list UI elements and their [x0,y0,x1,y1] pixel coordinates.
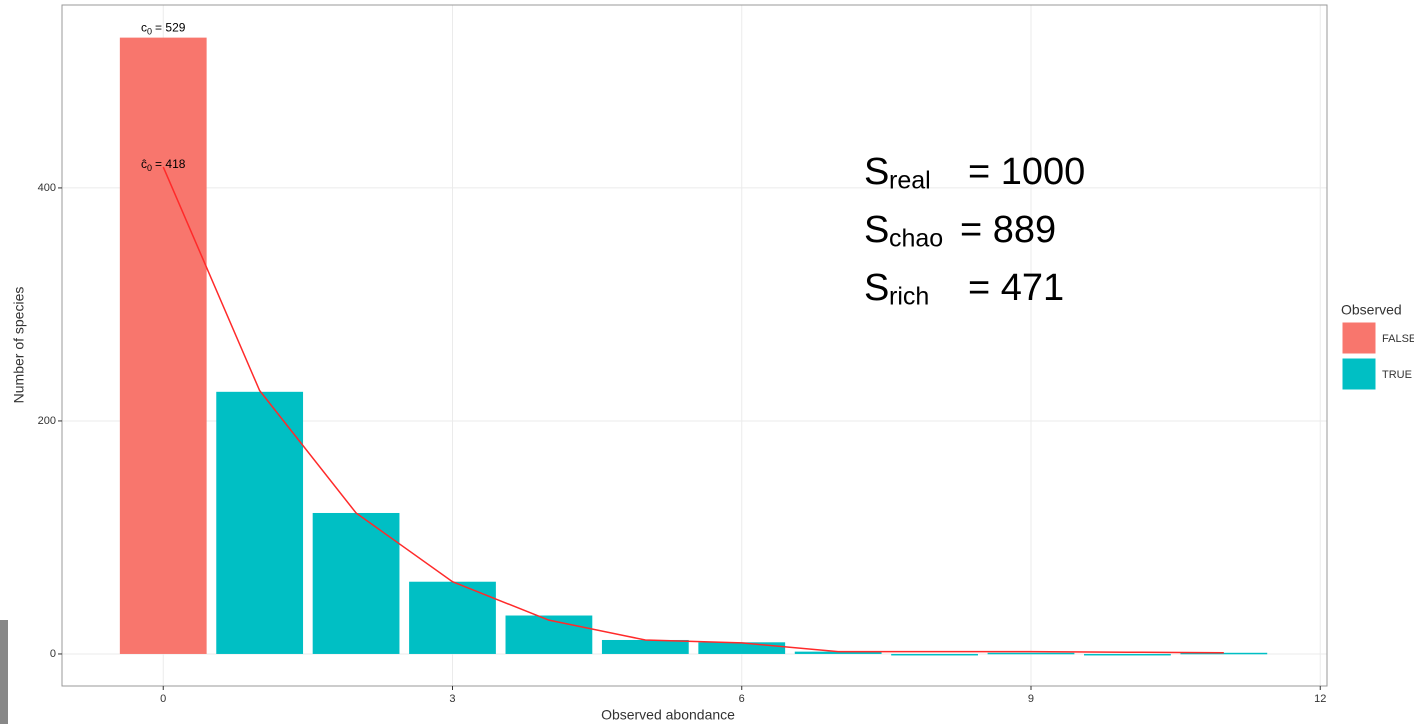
stat-base: S [864,151,889,193]
legend-key [1341,321,1377,355]
x-tick-label: 6 [739,693,745,705]
y-tick-label: 200 [38,415,56,427]
y-tick-label: 400 [38,182,56,194]
stat-base: S [864,267,889,309]
legend-key [1341,357,1377,391]
x-tick-label: 9 [1028,693,1034,705]
annotation: c0 = 529 [141,21,186,37]
annotation-sub: 0 [147,27,152,37]
y-axis-label: Number of species [11,287,27,404]
stat-sub: real [889,167,931,195]
bar [891,653,978,656]
x-axis-label: Observed abondance [601,707,735,723]
bar [1180,652,1268,655]
x-tick-label: 0 [160,693,166,705]
edge-artifact [0,620,8,724]
bar [505,615,593,654]
stat-value: = 1000 [968,151,1085,193]
y-tick-label: 0 [50,648,56,660]
annotation-sub: 0 [147,163,152,173]
bar [601,639,689,654]
legend-title: Observed [1341,302,1402,318]
x-tick-label: 12 [1314,693,1326,705]
annotation: ĉ0 = 418 [141,157,186,173]
annotation-base: ĉ [141,157,147,171]
estimate-line [162,166,1224,654]
bar [1084,653,1171,656]
stat-value: = 889 [960,209,1056,251]
bar [698,642,786,654]
legend-label: FALSE [1382,333,1414,345]
stat-base: S [864,209,889,251]
bar [216,391,304,654]
stat-sub: rich [889,283,929,311]
x-tick-label: 3 [449,693,455,705]
marks [119,37,1268,656]
annotation-base: c [141,21,147,35]
plot-frame [61,4,1328,687]
stat-value: = 471 [968,267,1064,309]
bar [794,651,882,654]
bar [119,37,207,654]
annotation-rest: = 529 [155,21,186,35]
bar [987,652,1075,655]
stat-sub: chao [889,225,943,253]
bar [409,581,496,654]
annotation-rest: = 418 [155,157,186,171]
bar [312,512,400,654]
legend-label: TRUE [1382,369,1412,381]
